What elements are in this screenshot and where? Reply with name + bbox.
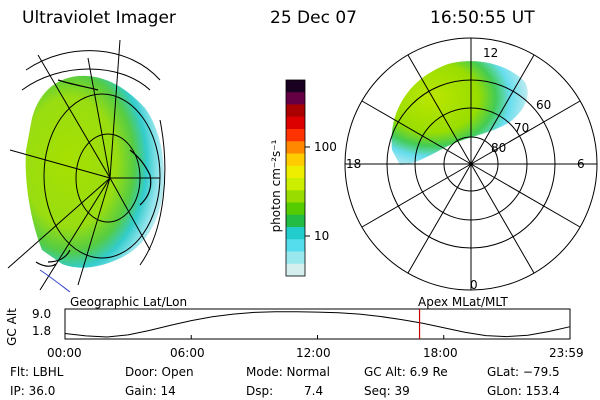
lat-label-70: 70: [514, 121, 530, 135]
polar-radial-6: [361, 163, 472, 228]
altitude-ytick-top: 9.0: [32, 307, 52, 321]
geo-coastline: [35, 79, 152, 267]
polar-radial-4: [470, 163, 535, 274]
colorbar-swatch: [286, 153, 305, 167]
polar-radial-3: [470, 163, 581, 228]
colorbar-swatch: [286, 104, 305, 118]
lat-label-60: 60: [536, 98, 552, 112]
info-door: Door: Open: [125, 365, 194, 379]
time-label: 16:50:55 UT: [430, 8, 535, 28]
colorbar-swatch: [286, 239, 305, 252]
geo-lon-line-nne: [109, 39, 121, 179]
instrument-title: Ultraviolet Imager: [22, 8, 176, 28]
geo-lat-arc-outer: [21, 68, 166, 266]
colorbar-swatch: [286, 190, 305, 203]
altitude-xtick-0: 00:00: [47, 346, 82, 360]
geo-lon-line-n: [87, 57, 111, 179]
colorbar-swatch: [286, 165, 305, 179]
geo-lat-arc-far: [25, 50, 161, 81]
mlt-label-6: 6: [577, 157, 585, 171]
polar-aurora-image: [391, 61, 528, 165]
info-seq: Seq: 39: [364, 384, 410, 398]
altitude-xtick-1: 06:00: [170, 346, 205, 360]
altitude-xtick-2: 12:00: [296, 346, 331, 360]
geo-lat-circle-inner: [75, 133, 141, 223]
colorbar-swatch: [286, 141, 305, 154]
colorbar-frame: [285, 79, 306, 277]
geo-lon-line-s: [77, 177, 111, 286]
mlt-label-12: 12: [483, 46, 499, 60]
info-glat: GLat: −79.5: [487, 365, 560, 379]
altitude-xtick-4: 23:59: [549, 346, 584, 360]
polar-radial-1: [470, 54, 535, 165]
date-label: 25 Dec 07: [270, 8, 357, 28]
info-gain: Gain: 14: [125, 384, 176, 398]
geo-lon-line-w: [9, 149, 111, 179]
colorbar-swatch: [286, 80, 305, 93]
mlt-label-0: 0: [470, 278, 478, 292]
colorbar-swatch: [286, 92, 305, 105]
altitude-series-line: [64, 311, 571, 338]
info-dsp-label: Dsp:: [246, 384, 274, 398]
altitude-plot-frame: [64, 308, 571, 340]
geo-lon-line-ssw: [39, 177, 111, 291]
polar-radial-7: [361, 100, 472, 165]
info-mode: Mode: Normal: [246, 365, 330, 379]
geo-aurora-image: [25, 75, 164, 268]
apex-caption: Apex MLat/MLT: [418, 295, 508, 309]
colorbar-swatch: [286, 129, 305, 142]
colorbar-swatch: [286, 116, 305, 130]
info-glon: GLon: 153.4: [487, 384, 560, 398]
altitude-ytick-bottom: 1.8: [32, 324, 52, 338]
info-gc-alt: GC Alt: 6.9 Re: [364, 365, 448, 379]
colorbar-swatch: [286, 227, 305, 240]
lat-label-80: 80: [491, 141, 507, 155]
colorbar-swatch: [286, 178, 305, 191]
polar-radial-2: [470, 100, 581, 165]
colorbar-swatch: [286, 202, 305, 216]
info-dsp-value: 7.4: [304, 384, 324, 398]
geo-lon-line-sw: [7, 177, 111, 269]
colorbar-swatch: [286, 214, 305, 228]
polar-radial-5: [407, 163, 472, 274]
polar-radial-8: [407, 54, 472, 165]
geo-lat-circle-mid: [43, 93, 161, 259]
geo-lon-line-se: [109, 177, 151, 251]
colorbar-swatch: [286, 251, 305, 265]
altitude-xtick-3: 18:00: [423, 346, 458, 360]
colorbar-label-10: 10: [314, 229, 330, 243]
info-ip: IP: 36.0: [10, 384, 56, 398]
geo-limb-arc: [39, 269, 71, 293]
colorbar-label-100: 100: [314, 140, 337, 154]
mlt-label-18: 18: [346, 157, 362, 171]
info-filter: Flt: LBHL: [10, 365, 64, 379]
colorbar-swatch: [286, 263, 305, 277]
geographic-caption: Geographic Lat/Lon: [70, 295, 188, 309]
